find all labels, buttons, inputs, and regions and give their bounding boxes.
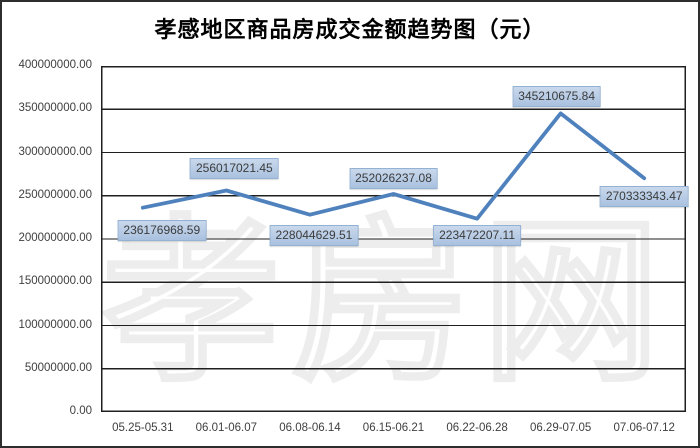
chart-title: 孝感地区商品房成交金额趋势图（元）	[154, 17, 546, 42]
data-point-label: 252026237.08	[349, 167, 438, 189]
y-axis-label: 200000000.00	[18, 232, 92, 244]
y-axis-label: 400000000.00	[18, 59, 92, 71]
y-axis-label: 150000000.00	[18, 275, 92, 288]
plot-border	[101, 66, 686, 412]
watermark-text: 孝房网	[101, 203, 672, 402]
y-axis-label: 300000000.00	[18, 145, 92, 158]
data-point-label: 236176968.59	[117, 219, 207, 241]
data-point-label: 270333343.47	[599, 186, 689, 208]
x-axis-label: 06.15-06.21	[362, 422, 425, 434]
y-axis-label: 0.00	[69, 405, 92, 417]
x-axis-label: 06.29-07.05	[529, 422, 592, 434]
x-axis-label: 06.08-06.14	[279, 422, 341, 434]
y-axis-label: 50000000.00	[24, 361, 92, 374]
data-point-label: 345210675.84	[512, 86, 602, 108]
y-axis-label: 350000000.00	[18, 102, 92, 115]
x-axis-label: 06.01-06.07	[195, 422, 258, 434]
data-point-label: 256017021.45	[189, 157, 279, 179]
x-axis-label: 05.25-05.31	[112, 422, 174, 434]
y-axis-label: 100000000.00	[18, 318, 92, 331]
trend-line	[140, 111, 647, 221]
plot-area	[101, 66, 686, 412]
x-axis-label: 07.06-07.12	[613, 422, 675, 434]
data-point-label: 223472207.11	[433, 224, 521, 246]
y-axis-label: 250000000.00	[18, 188, 92, 201]
x-axis-label: 06.22-06.28	[446, 422, 508, 434]
data-point-label: 228044629.51	[269, 224, 359, 246]
plot-svg	[101, 66, 686, 412]
